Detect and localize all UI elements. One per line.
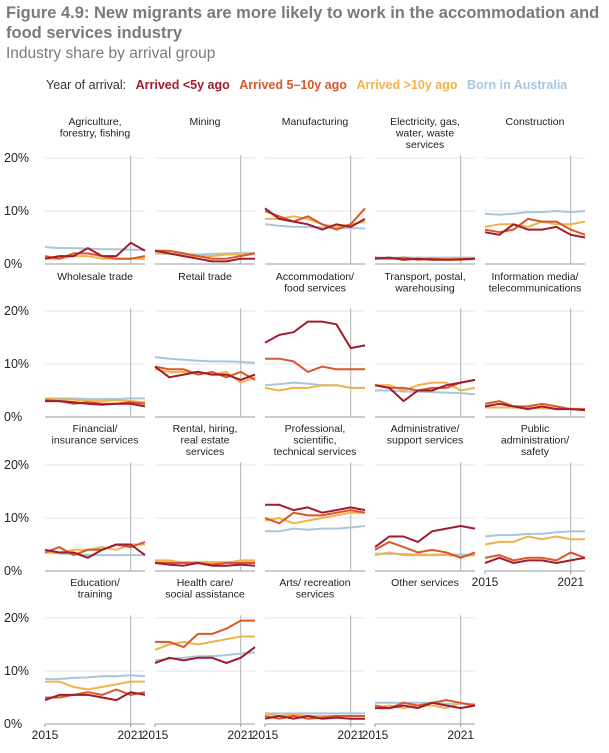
panel-title-retail-trade: Retail trade (178, 271, 232, 283)
series-line-arrived-5-10y-ago-agriculture-forestry-fishing (44, 252, 146, 260)
series-line-arrived-5y-ago-administrative-support-services (374, 525, 476, 548)
series-line-arrived-10y-ago-construction (484, 220, 586, 228)
series-line-arrived-5y-ago-education-training (44, 691, 146, 702)
panel-title-agriculture-forestry-fishing: Agriculture, forestry, fishing (60, 116, 131, 140)
series-line-born-in-australia-health-care-social-assistance (154, 651, 256, 662)
panel-title-accommodation-food-services: Accommodation/food services (276, 271, 354, 295)
legend-entry-born-australia: Born in Australia (467, 78, 568, 92)
series-line-arrived-10y-ago-public-administration-safety (484, 535, 585, 546)
series-line-arrived-10y-ago-health-care-social-assistance (154, 635, 255, 651)
legend-label: Year of arrival: (46, 78, 127, 92)
panel-title-other-services: Other services (391, 577, 459, 589)
y-tick-label: 20% (4, 458, 29, 472)
series-line-arrived-5y-ago-electricity-gas-water-waste-services (374, 256, 476, 261)
x-tick-label: 2015 (142, 728, 169, 742)
series-line-arrived-5-10y-ago-construction (484, 217, 586, 236)
figure-title: Figure 4.9: New migrants are more likely… (6, 4, 600, 42)
panel-title-arts-recreation-services: Arts/ recreation services (279, 577, 350, 601)
series-line-arrived-5-10y-ago-manufacturing (264, 207, 366, 231)
panel-title-transport-postal-warehousing: Transport, postal, warehousing (384, 271, 465, 295)
series-line-arrived-5y-ago-wholesale-trade (45, 400, 146, 408)
y-tick-label: 0% (4, 257, 22, 271)
y-tick-label: 10% (4, 357, 29, 371)
x-tick-label: 2015 (472, 575, 499, 589)
x-tick-label: 2021 (447, 728, 474, 742)
panel-title-education-training: Education/training (70, 577, 120, 601)
series-line-arrived-10y-ago-education-training (45, 680, 145, 691)
series-line-arrived-5-10y-ago-financial-insurance-services (44, 540, 146, 557)
series-line-arrived-5y-ago-mining (154, 249, 255, 263)
x-tick-label: 2015 (252, 728, 279, 742)
x-tick-label: 2015 (32, 728, 59, 742)
series-line-arrived-10y-ago-transport-postal-warehousing (375, 381, 476, 392)
x-tick-label: 2015 (362, 728, 389, 742)
series-line-arrived-5y-ago-agriculture-forestry-fishing (44, 241, 146, 260)
panel-title-administrative-support-services: Administrative/support services (387, 423, 463, 447)
series-line-born-in-australia-rental-hiring-real-estate-services (155, 560, 255, 563)
y-tick-label: 10% (4, 204, 29, 218)
series-line-arrived-10y-ago-accommodation-food-services (264, 384, 365, 392)
series-line-arrived-5-10y-ago-administrative-support-services (374, 540, 476, 559)
series-line-arrived-5-10y-ago-mining (155, 249, 256, 260)
series-line-arrived-5-10y-ago-public-administration-safety (484, 551, 586, 562)
series-line-arrived-5y-ago-accommodation-food-services (264, 320, 366, 350)
panel-title-health-care-social-assistance: Health care/social assistance (165, 577, 245, 601)
series-line-born-in-australia-agriculture-forestry-fishing (44, 246, 145, 251)
x-tick-label: 2021 (337, 728, 364, 742)
series-line-born-in-australia-professional-scientific-technical-services (265, 525, 366, 533)
series-line-arrived-5y-ago-financial-insurance-services (44, 543, 146, 559)
series-line-arrived-10y-ago-professional-scientific-technical-services (264, 511, 365, 525)
x-tick-label: 2021 (557, 575, 584, 589)
x-tick-label: 2021 (117, 728, 144, 742)
y-tick-label: 10% (4, 511, 29, 525)
series-line-arrived-5y-ago-information-media-telecommunications (484, 402, 586, 412)
series-line-arrived-5-10y-ago-health-care-social-assistance (155, 619, 255, 649)
legend-entry-arrived-5-10: Arrived 5–10y ago (239, 78, 347, 92)
series-line-born-in-australia-education-training (45, 674, 146, 680)
series-line-born-in-australia-retail-trade (154, 356, 256, 364)
series-line-arrived-5y-ago-construction (484, 223, 586, 239)
panel-title-public-administration-safety: Public administration/safety (501, 423, 569, 458)
panel-title-financial-insurance-services: Financial/insurance services (52, 423, 139, 447)
legend-entry-arrived-lt5: Arrived <5y ago (135, 78, 230, 92)
legend: Year of arrival: Arrived <5y ago Arrived… (46, 78, 567, 92)
series-line-born-in-australia-construction (484, 210, 586, 216)
series-line-arrived-5y-ago-rental-hiring-real-estate-services (154, 562, 256, 567)
legend-entry-arrived-gt10: Arrived >10y ago (356, 78, 458, 92)
series-line-born-in-australia-financial-insurance-services (44, 551, 145, 557)
y-tick-label: 0% (4, 564, 22, 578)
panel-title-information-media-telecommunications: Information media/telecommunications (489, 271, 582, 295)
figure-subtitle: Industry share by arrival group (6, 45, 216, 62)
y-tick-label: 0% (4, 717, 22, 731)
series-line-arrived-5y-ago-manufacturing (264, 207, 366, 231)
x-tick-label: 2021 (227, 728, 254, 742)
panel-title-construction: Construction (506, 116, 565, 128)
series-line-arrived-5-10y-ago-professional-scientific-technical-services (264, 509, 366, 525)
y-tick-label: 0% (4, 410, 22, 424)
series-line-arrived-5y-ago-health-care-social-assistance (154, 646, 256, 664)
series-line-arrived-5y-ago-transport-postal-warehousing (374, 378, 476, 403)
y-tick-label: 20% (4, 611, 29, 625)
series-line-arrived-10y-ago-wholesale-trade (44, 397, 146, 404)
y-tick-label: 10% (4, 664, 29, 678)
y-tick-label: 20% (4, 304, 29, 318)
panel-title-wholesale-trade: Wholesale trade (57, 271, 133, 283)
series-line-arrived-5y-ago-public-administration-safety (484, 556, 586, 564)
series-line-arrived-5y-ago-professional-scientific-technical-services (265, 503, 366, 514)
series-line-born-in-australia-wholesale-trade (45, 397, 145, 400)
series-line-arrived-5-10y-ago-accommodation-food-services (265, 357, 365, 373)
panel-title-professional-scientific-technical-services: Professional, scientific, technical servic… (274, 423, 357, 458)
panel-title-mining: Mining (190, 116, 221, 128)
series-line-arrived-5y-ago-retail-trade (154, 365, 256, 381)
series-line-arrived-5y-ago-other-services (375, 701, 476, 710)
panel-title-electricity-gas-water-waste-services: Electricity, gas, water, waste services (390, 116, 460, 151)
panel-title-manufacturing: Manufacturing (282, 116, 349, 128)
y-tick-label: 20% (4, 151, 29, 165)
series-line-arrived-5y-ago-arts-recreation-services (264, 715, 365, 720)
series-line-born-in-australia-public-administration-safety (484, 530, 585, 538)
panel-title-rental-hiring-real-estate-services: Rental, hiring, real estate services (173, 423, 238, 458)
